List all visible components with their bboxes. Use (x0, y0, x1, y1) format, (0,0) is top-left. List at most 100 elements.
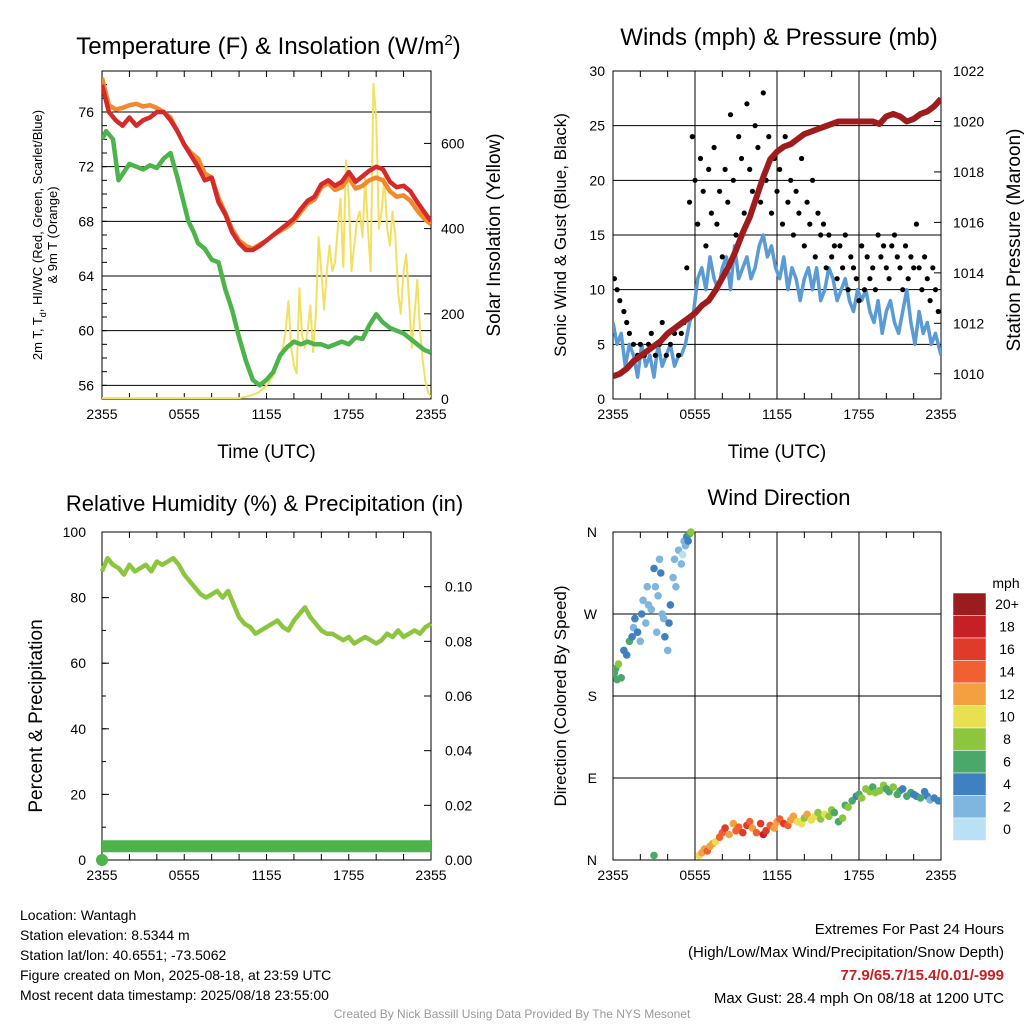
gust-point (714, 221, 720, 227)
panel-1: 2355 0555 1155 1755 2355 Temperature (F) & In… (30, 32, 505, 463)
y2-tick-label: 0.02 (445, 797, 472, 813)
direction-point (830, 808, 839, 817)
gust-point (853, 276, 859, 282)
direction-point (934, 797, 941, 805)
gust-point (919, 287, 925, 293)
gust-point (736, 134, 742, 140)
chart-title: Temperature (F) & Insolation (W/m2) (76, 32, 460, 60)
extremes-heading: Extremes For Past 24 Hours (814, 921, 1004, 938)
gust-point (626, 330, 633, 336)
legend-swatch (952, 637, 987, 661)
y2-tick-label: 0 (441, 391, 449, 407)
x-tick-label: 2355 (597, 406, 628, 422)
direction-point (721, 824, 729, 832)
direction-point (669, 573, 677, 582)
x-tick-label: 2355 (415, 867, 446, 883)
y2-axis-label: Station Pressure (Maroon) (1004, 129, 1024, 352)
gust-point (840, 265, 846, 271)
gust-point (842, 232, 848, 238)
gust-point (831, 243, 838, 249)
gust-point (867, 276, 873, 282)
gust-point (768, 210, 775, 216)
y-tick-label: 0 (597, 391, 605, 407)
gust-point (820, 221, 827, 227)
x-tick-label: 1755 (843, 867, 874, 883)
direction-point (844, 803, 852, 811)
gust-point (697, 155, 704, 162)
extremes-panel: Extremes For Past 24 Hours (High/Low/Max… (688, 918, 1004, 1010)
y-tick-label: 76 (78, 104, 94, 120)
gust-point (744, 101, 750, 107)
direction-point (666, 601, 675, 609)
x-tick-label: 2355 (925, 867, 956, 883)
gust-point (722, 166, 728, 172)
gust-point (818, 232, 824, 238)
gust-point (924, 276, 930, 282)
gust-point (727, 112, 734, 118)
figure-created: Figure created on Mon, 2025-08-18, at 23… (20, 967, 332, 983)
y-tick-label: 10 (589, 282, 605, 298)
direction-point (762, 827, 770, 835)
gust-point (692, 177, 698, 183)
gust-point (799, 155, 805, 162)
direction-point (617, 674, 625, 682)
gust-point (686, 199, 693, 205)
gust-point (788, 177, 794, 183)
y2-tick-label: 0.06 (445, 688, 472, 704)
gust-point (891, 232, 898, 238)
y-tick-label: 5 (597, 336, 605, 352)
x-axis-label: Time (UTC) (217, 442, 316, 463)
y-tick-label: E (588, 770, 597, 786)
gust-point (913, 221, 920, 227)
gust-point (758, 199, 764, 205)
direction-point (650, 564, 658, 573)
legend-label: 4 (1003, 776, 1011, 792)
y-tick-label: 0 (78, 852, 86, 868)
y2-tick-label: 600 (441, 135, 465, 151)
credit-line: Created By Nick Bassill Using Data Provi… (333, 1007, 691, 1021)
direction-point (814, 808, 822, 817)
gust-point (648, 330, 654, 336)
gust-point (807, 221, 813, 227)
direction-point (678, 551, 687, 559)
gust-point (730, 177, 736, 183)
x-tick-label: 0555 (679, 867, 710, 883)
legend-swatch (952, 750, 987, 774)
gust-point (894, 254, 900, 260)
direction-point (655, 555, 664, 564)
legend-swatch (952, 705, 987, 729)
gust-point (875, 232, 881, 238)
speed-legend: mph 20+ 18 16 14 12 10 8 6 4 2 0 (952, 575, 1020, 841)
panel-2: 2355 0555 1155 1755 2355 Winds (mph) & Pressu… (551, 24, 1024, 463)
gust-point (695, 221, 701, 227)
x-tick-label: 2355 (86, 867, 117, 883)
legend-label: 14 (999, 664, 1015, 680)
direction-point (665, 619, 673, 627)
gust-point (703, 243, 709, 249)
gust-point (834, 276, 840, 282)
direction-point (637, 610, 646, 618)
y-tick-label: 60 (78, 323, 94, 339)
y-tick-label: 72 (78, 159, 94, 175)
gust-point (900, 287, 906, 293)
direction-point (875, 787, 884, 795)
direction-point (857, 794, 866, 802)
gust-point (935, 308, 941, 315)
gust-point (613, 276, 617, 282)
gust-point (809, 177, 816, 183)
gust-point (684, 265, 690, 271)
direction-point (650, 851, 658, 860)
y2-tick-label: 1010 (953, 366, 984, 382)
gust-point (837, 243, 843, 249)
legend-label: 8 (1003, 731, 1011, 747)
legend-label: 18 (999, 619, 1015, 635)
y2-tick-label: 0.10 (445, 579, 472, 595)
legend-swatch (952, 682, 987, 706)
gust-point (659, 319, 665, 326)
gust-point (617, 298, 623, 304)
direction-point (661, 633, 669, 641)
gust-point (689, 134, 695, 140)
direction-point (631, 614, 639, 623)
gust-point (738, 155, 745, 162)
direction-point (729, 819, 738, 828)
